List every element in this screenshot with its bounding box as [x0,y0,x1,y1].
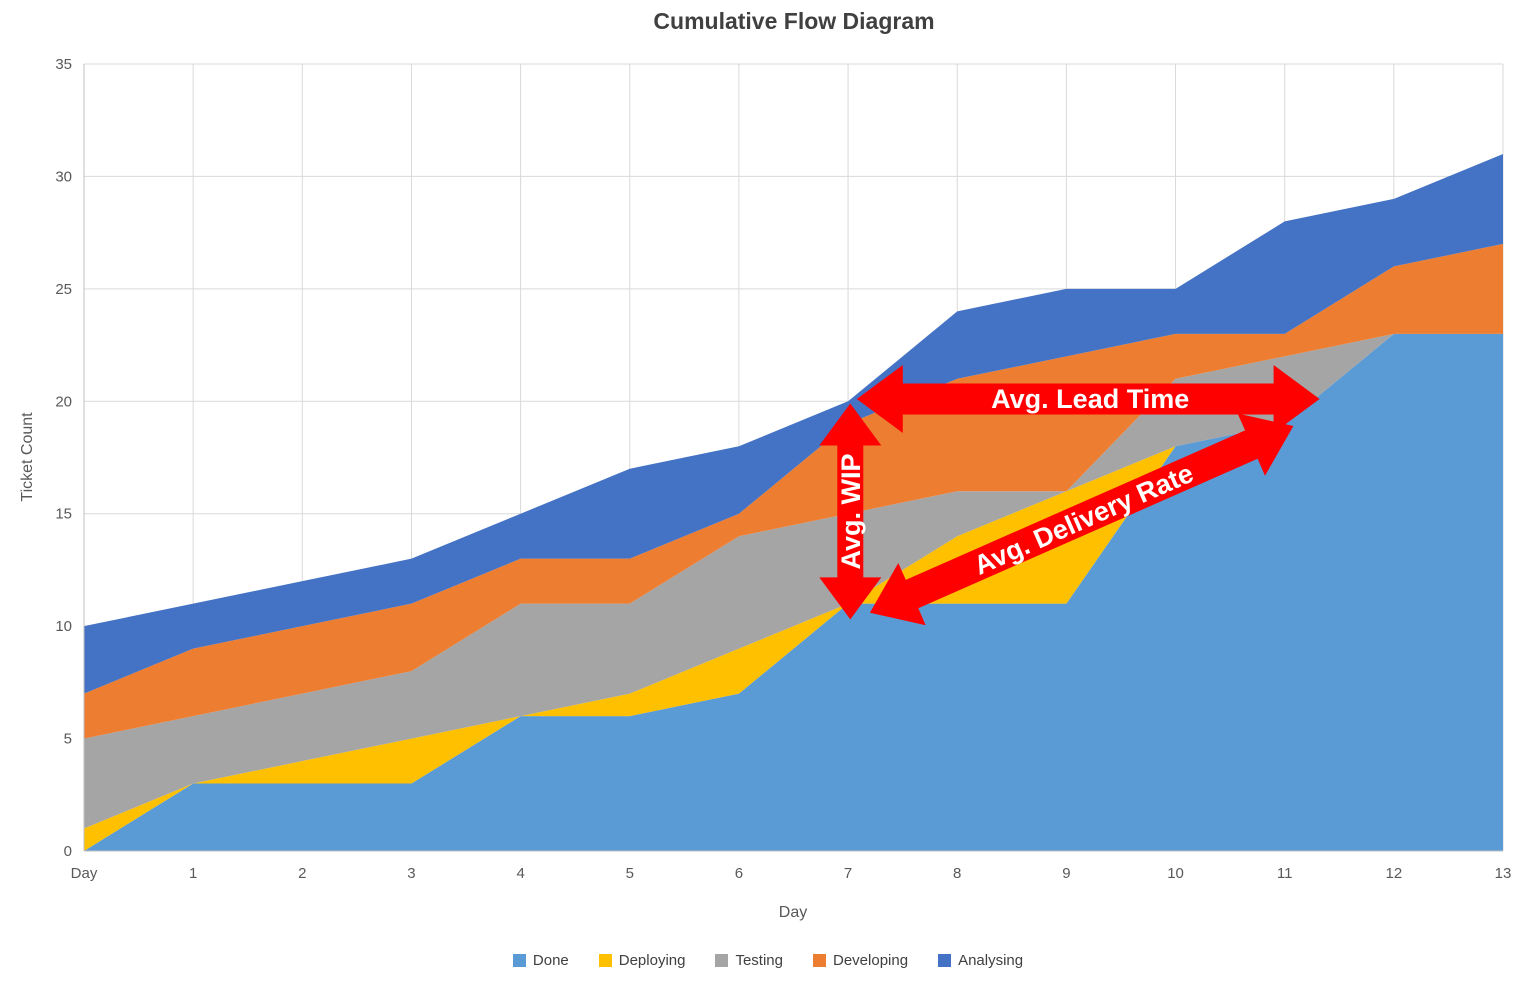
legend-swatch-analysing [938,954,952,967]
annotation-arrow-avg-lead-time [856,365,1320,433]
stacked-areas [84,153,1503,851]
legend-swatch-developing [813,954,826,967]
x-tick-label: 13 [1495,865,1512,882]
x-tick-label: 5 [626,865,634,882]
annotation-arrow-avg-delivery-rate [869,413,1294,626]
area-testing [84,333,1503,829]
y-tick-label: 30 [55,168,72,185]
legend-item-done: Done [512,952,569,969]
legend-item-testing: Testing [715,952,783,969]
x-tick-label: 12 [1386,865,1403,882]
x-tick-label: 11 [1277,865,1293,882]
chart-title: Cumulative Flow Diagram [653,8,934,34]
legend-label: Done [532,952,569,969]
y-tick-label: 20 [55,393,72,410]
legend-label: Developing [833,952,909,969]
annotation-label-avg-wip: Avg. WIP [836,453,866,569]
legend-swatch-deploying [598,954,612,967]
y-tick-label: 0 [64,843,72,860]
x-tick-label: Day [71,865,98,882]
x-tick-label: 9 [1062,865,1070,882]
x-axis-title: Day [779,904,807,921]
annotation-label-avg-lead-time: Avg. Lead Time [991,384,1189,414]
axes [83,64,1503,852]
area-done [84,333,1503,851]
legend-swatch-done [512,954,526,967]
y-tick-label: 10 [55,618,72,635]
y-tick-label: 25 [55,281,72,298]
y-axis-title: Ticket Count [19,412,36,502]
x-tick-label: 3 [407,865,415,882]
area-deploying [84,333,1503,851]
y-tick-label: 5 [64,731,72,748]
x-tick-label: 8 [953,865,961,882]
legend-swatch-testing [715,954,729,967]
x-tick-label: 10 [1167,865,1184,882]
x-tick-label: 7 [844,865,852,882]
y-tick-label: 35 [55,56,72,73]
legend-item-analysing: Analysing [938,952,1023,969]
annotation-arrow-avg-wip [819,403,882,620]
area-developing [84,243,1503,739]
legend-label: Deploying [618,952,686,969]
chart-legend: Done Deploying Testing Developing Analysing [0,952,1536,969]
x-tick-label: 2 [298,865,306,882]
x-tick-label: 1 [189,865,197,882]
legend-label: Analysing [958,952,1024,969]
legend-item-developing: Developing [813,952,908,969]
legend-item-deploying: Deploying [598,952,686,969]
area-analysing [84,153,1503,694]
x-tick-label: 4 [516,865,524,882]
legend-label: Testing [735,952,783,969]
x-tick-label: 6 [735,865,743,882]
y-tick-label: 15 [55,506,72,523]
